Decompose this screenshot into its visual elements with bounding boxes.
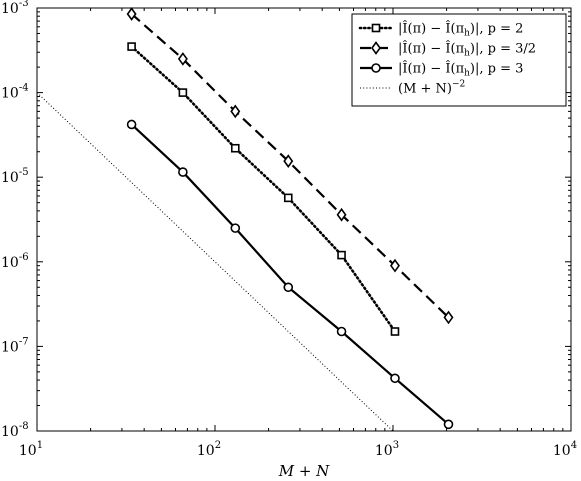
- x-tick-label: 102: [197, 440, 221, 459]
- data-point-square: [390, 327, 400, 336]
- data-point-circle: [126, 119, 137, 130]
- legend-entry: (M + N)−2: [360, 80, 465, 97]
- legend-label: (M + N)−2: [398, 80, 465, 97]
- series-line: [130, 45, 397, 333]
- legend-entry: |Î(π) − Î(πh)|, p = 2: [358, 21, 523, 39]
- data-point-circle: [336, 326, 347, 337]
- legend-label: |Î(π) − Î(πh)|, p = 3/2: [398, 41, 536, 59]
- legend-entry: |Î(π) − Î(πh)|, p = 3/2: [360, 41, 536, 59]
- data-point-circle: [283, 282, 294, 293]
- data-point-circle: [178, 167, 188, 177]
- data-point-diamond: [443, 310, 454, 325]
- data-point-square: [230, 143, 240, 153]
- y-tick-label: 10-8: [1, 421, 29, 440]
- y-tick-label: 10-7: [1, 336, 29, 355]
- y-tick-label: 10-3: [1, 0, 29, 17]
- x-tick-label: 101: [19, 440, 43, 459]
- y-tick-label: 10-4: [1, 83, 29, 102]
- data-point-diamond: [283, 154, 294, 168]
- legend-label: |Î(π) − Î(πh)|, p = 3: [398, 61, 523, 79]
- data-point-circle: [443, 419, 454, 430]
- series-diamond-dashed: [126, 7, 454, 325]
- data-point-square: [337, 250, 346, 260]
- data-point-diamond: [336, 207, 347, 222]
- data-point-diamond: [126, 7, 137, 21]
- data-point-square: [178, 88, 188, 97]
- x-axis-label: M + N: [278, 462, 330, 480]
- legend-marker-square: [371, 23, 381, 33]
- legend-marker-circle: [371, 63, 381, 73]
- legend-marker-diamond: [371, 41, 381, 55]
- legend-box: [351, 13, 567, 107]
- data-point-circle: [390, 373, 400, 384]
- x-tick-label: 104: [553, 440, 577, 459]
- data-point-square: [283, 193, 293, 203]
- legend-entry: |Î(π) − Î(πh)|, p = 3: [360, 61, 523, 79]
- data-point-diamond: [389, 258, 400, 273]
- x-tick-label: 103: [375, 440, 399, 459]
- data-point-diamond: [177, 52, 188, 66]
- data-point-square: [127, 42, 136, 51]
- data-series: [36, 7, 454, 432]
- legend-label: |Î(π) − Î(πh)|, p = 2: [398, 21, 523, 39]
- y-tick-label: 10-5: [1, 167, 29, 186]
- series-square-dotted: [127, 42, 400, 336]
- axis-ticks: [36, 8, 571, 432]
- series-circle-solid: [126, 119, 454, 430]
- legend: |Î(π) − Î(πh)|, p = 2 |Î(π) − Î(πh)|, p =…: [351, 13, 567, 107]
- data-point-circle: [230, 223, 241, 233]
- y-tick-label: 10-6: [1, 252, 29, 271]
- data-point-diamond: [230, 104, 241, 119]
